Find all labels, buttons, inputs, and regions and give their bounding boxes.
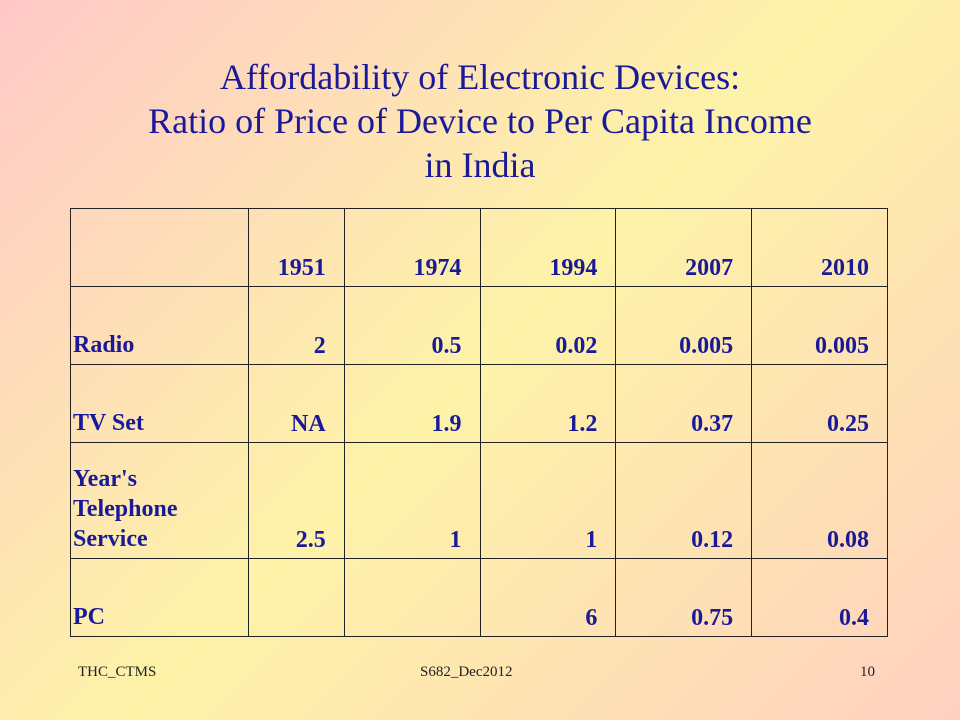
row-label: PC	[70, 558, 249, 637]
title-line-1: Affordability of Electronic Devices:	[219, 57, 741, 97]
table-cell: 0.08	[751, 442, 888, 559]
title-line-3: in India	[424, 145, 536, 185]
header-year-cell: 1974	[343, 208, 481, 287]
table-cell: 0.37	[615, 364, 753, 443]
table-cell: 0.005	[751, 286, 888, 365]
header-year-cell: 1951	[247, 208, 345, 287]
table-cell: 2	[247, 286, 345, 365]
header-corner-cell	[70, 208, 249, 287]
slide-number: 10	[860, 664, 875, 680]
table-header-row: 1951 1974 1994 2007 2010	[70, 208, 888, 287]
table-cell: 1	[479, 442, 617, 559]
table-row: Radio 2 0.5 0.02 0.005 0.005	[70, 286, 888, 365]
title-line-2: Ratio of Price of Device to Per Capita I…	[148, 101, 812, 141]
row-label-line: Telephone	[73, 496, 178, 522]
table-cell: 0.12	[615, 442, 753, 559]
footer-center-text: S682_Dec2012	[420, 664, 513, 680]
footer-left-text: THC_CTMS	[78, 664, 157, 680]
row-label-line: Service	[73, 526, 148, 552]
header-year-cell: 2010	[751, 208, 888, 287]
table-cell: 0.4	[751, 558, 888, 637]
table-cell: NA	[247, 364, 345, 443]
table-row: PC 6 0.75 0.4	[70, 558, 888, 637]
table-cell: 0.005	[615, 286, 753, 365]
row-label-line: Year's	[73, 466, 137, 492]
table-cell: 6	[479, 558, 617, 637]
table-row: Year's Telephone Service 2.5 1 1 0.12 0.…	[70, 442, 888, 559]
table-cell: 0.25	[751, 364, 888, 443]
table-cell: 0.02	[479, 286, 617, 365]
header-year-cell: 1994	[479, 208, 617, 287]
affordability-table: 1951 1974 1994 2007 2010 Radio 2 0.5 0.0…	[70, 208, 888, 637]
table-cell: 0.75	[615, 558, 753, 637]
row-label: Year's Telephone Service	[70, 442, 249, 559]
table-cell: 1.2	[479, 364, 617, 443]
table-cell: 1	[343, 442, 481, 559]
table-cell: 1.9	[343, 364, 481, 443]
header-year-cell: 2007	[615, 208, 753, 287]
table-cell: 0.5	[343, 286, 481, 365]
row-label: Radio	[70, 286, 249, 365]
slide-title: Affordability of Electronic Devices: Rat…	[40, 55, 920, 187]
row-label: TV Set	[70, 364, 249, 443]
table-cell: 2.5	[247, 442, 345, 559]
table-row: TV Set NA 1.9 1.2 0.37 0.25	[70, 364, 888, 443]
table-cell	[343, 558, 481, 637]
table-cell	[247, 558, 345, 637]
